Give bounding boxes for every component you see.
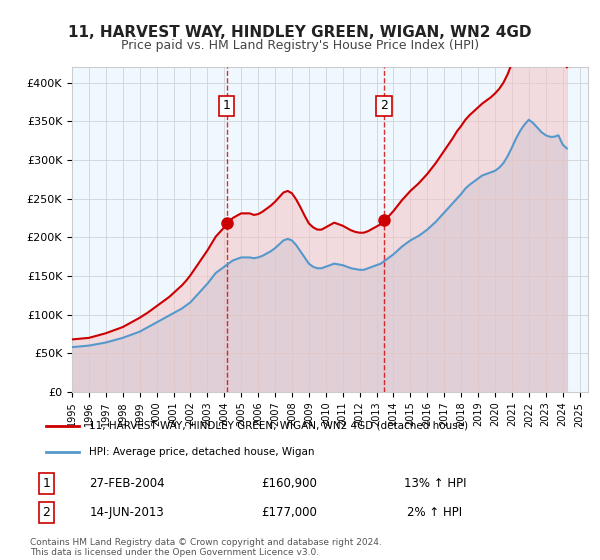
Text: 13% ↑ HPI: 13% ↑ HPI — [404, 477, 466, 490]
Text: 2: 2 — [380, 99, 388, 113]
Text: £177,000: £177,000 — [261, 506, 317, 519]
Text: 1: 1 — [42, 477, 50, 490]
Text: HPI: Average price, detached house, Wigan: HPI: Average price, detached house, Wiga… — [89, 447, 315, 457]
Text: Price paid vs. HM Land Registry's House Price Index (HPI): Price paid vs. HM Land Registry's House … — [121, 39, 479, 52]
Text: 27-FEB-2004: 27-FEB-2004 — [89, 477, 165, 490]
Text: 2% ↑ HPI: 2% ↑ HPI — [407, 506, 463, 519]
Text: Contains HM Land Registry data © Crown copyright and database right 2024.
This d: Contains HM Land Registry data © Crown c… — [30, 538, 382, 557]
Text: 14-JUN-2013: 14-JUN-2013 — [90, 506, 164, 519]
Text: 11, HARVEST WAY, HINDLEY GREEN, WIGAN, WN2 4GD: 11, HARVEST WAY, HINDLEY GREEN, WIGAN, W… — [68, 25, 532, 40]
Text: £160,900: £160,900 — [261, 477, 317, 490]
Text: 2: 2 — [42, 506, 50, 519]
Text: 11, HARVEST WAY, HINDLEY GREEN, WIGAN, WN2 4GD (detached house): 11, HARVEST WAY, HINDLEY GREEN, WIGAN, W… — [89, 421, 469, 431]
Text: 1: 1 — [223, 99, 231, 113]
